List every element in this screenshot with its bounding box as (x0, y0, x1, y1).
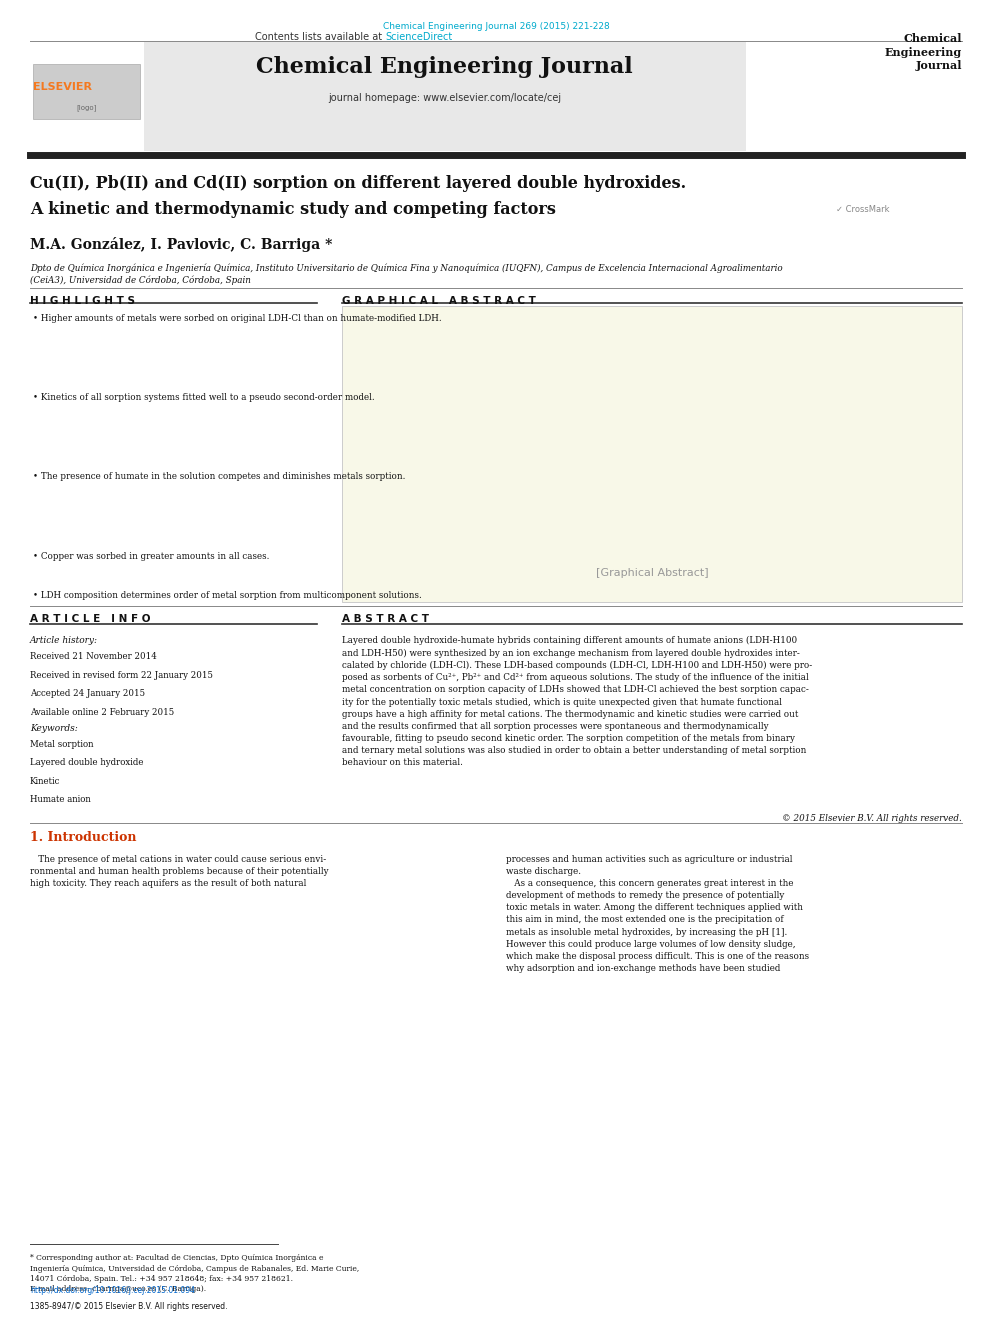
Bar (30, 42, 144, 151)
Text: [Graphical Abstract]: [Graphical Abstract] (596, 568, 709, 578)
Text: Received 21 November 2014: Received 21 November 2014 (30, 652, 157, 662)
Text: processes and human activities such as agriculture or industrial
waste discharge: processes and human activities such as a… (506, 855, 809, 972)
Text: journal homepage: www.elsevier.com/locate/cej: journal homepage: www.elsevier.com/locat… (327, 93, 561, 103)
Text: http://dx.doi.org/10.1016/j.cej.2015.01.094: http://dx.doi.org/10.1016/j.cej.2015.01.… (30, 1286, 194, 1295)
Text: Kinetic: Kinetic (30, 777, 61, 786)
Text: Layered double hydroxide: Layered double hydroxide (30, 758, 143, 767)
Text: Received in revised form 22 January 2015: Received in revised form 22 January 2015 (30, 671, 212, 680)
Text: Metal sorption: Metal sorption (30, 740, 93, 749)
Text: G R A P H I C A L   A B S T R A C T: G R A P H I C A L A B S T R A C T (342, 296, 536, 307)
Text: * Corresponding author at: Facultad de Ciencias, Dpto Química Inorgánica e
Ingen: * Corresponding author at: Facultad de C… (30, 1254, 359, 1294)
Text: A R T I C L E   I N F O: A R T I C L E I N F O (30, 614, 150, 624)
Text: ScienceDirect: ScienceDirect (385, 32, 452, 42)
Text: Dpto de Química Inorgánica e Ingeniería Química, Instituto Universitario de Quím: Dpto de Química Inorgánica e Ingeniería … (30, 263, 783, 286)
Bar (144, 42, 746, 151)
Text: © 2015 Elsevier B.V. All rights reserved.: © 2015 Elsevier B.V. All rights reserved… (783, 814, 962, 823)
Text: Keywords:: Keywords: (30, 724, 77, 733)
Text: • The presence of humate in the solution competes and diminishes metals sorption: • The presence of humate in the solution… (33, 472, 405, 482)
Bar (342, 306, 962, 602)
Text: ✓ CrossMark: ✓ CrossMark (836, 205, 890, 214)
Text: Chemical Engineering Journal 269 (2015) 221-228: Chemical Engineering Journal 269 (2015) … (383, 22, 609, 32)
Text: Humate anion: Humate anion (30, 795, 90, 804)
Text: 1. Introduction: 1. Introduction (30, 831, 136, 844)
Text: H I G H L I G H T S: H I G H L I G H T S (30, 296, 135, 307)
Text: A kinetic and thermodynamic study and competing factors: A kinetic and thermodynamic study and co… (30, 201, 556, 218)
Text: M.A. González, I. Pavlovic, C. Barriga *: M.A. González, I. Pavlovic, C. Barriga * (30, 237, 332, 251)
Text: Chemical Engineering Journal: Chemical Engineering Journal (256, 56, 633, 78)
Text: Accepted 24 January 2015: Accepted 24 January 2015 (30, 689, 145, 699)
Text: The presence of metal cations in water could cause serious envi-
ronmental and h: The presence of metal cations in water c… (30, 855, 328, 888)
Text: • LDH composition determines order of metal sorption from multicomponent solutio: • LDH composition determines order of me… (33, 591, 422, 601)
Text: 1385-8947/© 2015 Elsevier B.V. All rights reserved.: 1385-8947/© 2015 Elsevier B.V. All right… (30, 1302, 227, 1311)
Text: • Kinetics of all sorption systems fitted well to a pseudo second-order model.: • Kinetics of all sorption systems fitte… (33, 393, 374, 402)
Text: Layered double hydroxide-humate hybrids containing different amounts of humate a: Layered double hydroxide-humate hybrids … (342, 636, 812, 767)
Text: ELSEVIER: ELSEVIER (33, 82, 91, 93)
Text: A B S T R A C T: A B S T R A C T (342, 614, 430, 624)
Text: Article history:: Article history: (30, 636, 98, 646)
Text: Chemical
Engineering
Journal: Chemical Engineering Journal (885, 33, 962, 71)
Text: Cu(II), Pb(II) and Cd(II) sorption on different layered double hydroxides.: Cu(II), Pb(II) and Cd(II) sorption on di… (30, 175, 685, 192)
Text: [logo]: [logo] (76, 105, 96, 111)
Bar (33, 64, 140, 119)
Text: • Copper was sorbed in greater amounts in all cases.: • Copper was sorbed in greater amounts i… (33, 552, 269, 561)
Text: Contents lists available at: Contents lists available at (255, 32, 385, 42)
Text: Available online 2 February 2015: Available online 2 February 2015 (30, 708, 174, 717)
Text: • Higher amounts of metals were sorbed on original LDH-Cl than on humate-modifie: • Higher amounts of metals were sorbed o… (33, 314, 441, 323)
